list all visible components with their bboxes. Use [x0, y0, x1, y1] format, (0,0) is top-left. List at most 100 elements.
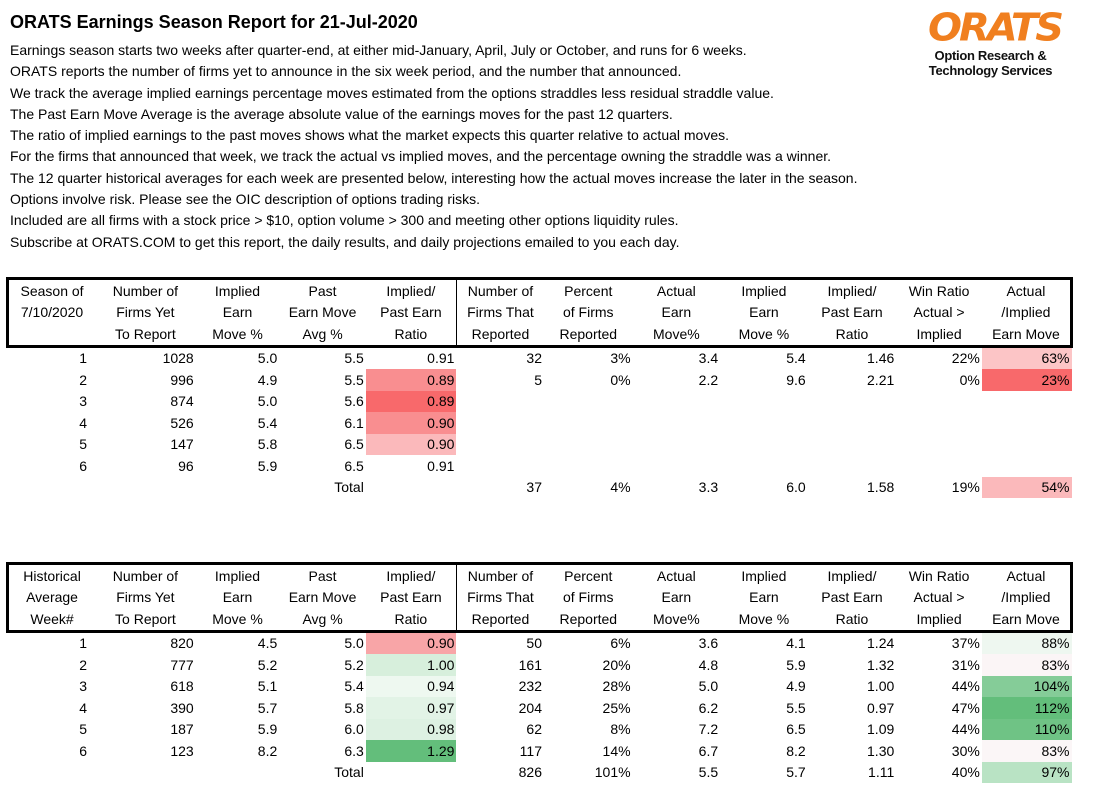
table-cell — [196, 762, 280, 784]
table-cell: 19% — [951, 479, 980, 496]
column-header: Earn — [661, 589, 692, 606]
table-cell: 826 — [518, 764, 542, 781]
table-cell: 3.4 — [698, 350, 719, 367]
table-cell: 5.5 — [344, 350, 364, 367]
table-cell: 1.09 — [867, 721, 895, 738]
table-row: 1 1028 5.0 5.5 0.91 32 3% 3.4 5.4 1.46 22% 63% — [8, 346, 1072, 369]
column-header: Implied/ — [365, 277, 457, 302]
column-header: Earn — [222, 304, 253, 321]
intro-line: Subscribe at ORATS.COM to get this repor… — [10, 233, 680, 250]
column-header: Past Earn — [821, 304, 883, 321]
table-cell: 110% — [981, 718, 1072, 740]
table-cell — [456, 455, 544, 477]
logo-tagline-2: Technology Services — [928, 63, 1053, 78]
table-cell: 1.29 — [365, 740, 457, 762]
column-header: of Firms — [562, 589, 614, 606]
table-cell — [720, 412, 808, 434]
intro-line: We track the average implied earnings pe… — [10, 84, 774, 101]
intro-line: Earnings season starts two weeks after q… — [10, 42, 747, 58]
table-cell — [633, 412, 721, 434]
column-header: Past Earn — [380, 304, 442, 321]
current-season-table: Season of Number of Implied Past Implied/Num… — [6, 277, 1073, 498]
column-header: Earn Move — [288, 304, 357, 321]
report-title: ORATS Earnings Season Report for 21-Jul-… — [10, 12, 418, 32]
column-header: Earn Move — [981, 608, 1073, 633]
column-header: Avg % — [279, 608, 366, 633]
table-cell: 777 — [170, 656, 194, 673]
table-cell: 0.91 — [365, 455, 457, 477]
column-header: Firms That — [455, 301, 544, 323]
column-header: Firms Yet — [116, 304, 175, 321]
table-cell: 44% — [951, 721, 980, 738]
table-cell: 6.0 — [786, 479, 806, 496]
table-cell — [896, 391, 982, 413]
table-cell: 1 — [79, 350, 88, 367]
table-cell — [981, 412, 1072, 434]
table-cell: 6.0 — [344, 721, 364, 738]
table-cell: 2 — [79, 371, 88, 388]
column-header: Earn — [749, 304, 779, 321]
table-cell — [456, 412, 544, 434]
table-cell: 0.97 — [365, 697, 457, 719]
table-cell — [456, 391, 544, 413]
column-header: Earn — [222, 589, 253, 606]
table-cell — [633, 455, 721, 477]
table-cell: 101% — [594, 764, 631, 781]
table-cell: 0% — [610, 371, 631, 388]
table-cell: 187 — [170, 721, 194, 738]
column-header: Firms Yet — [116, 589, 175, 606]
table-row: 6 123 8.2 6.3 1.29 117 14% 6.7 8.2 1.30 30% 83% — [8, 740, 1072, 762]
table-cell: 147 — [170, 436, 194, 453]
table-cell — [808, 391, 897, 413]
column-header: Move % — [195, 608, 280, 633]
table-cell: 5.4 — [257, 414, 278, 431]
table-cell: 31% — [951, 656, 980, 673]
table-cell: 4.5 — [257, 635, 278, 652]
column-header: Avg % — [279, 323, 366, 348]
table-cell — [544, 391, 633, 413]
column-header: Win Ratio — [896, 562, 982, 587]
table-cell: 23% — [981, 369, 1072, 391]
table-cell: 5.6 — [344, 393, 364, 410]
table-cell: 1.00 — [867, 678, 895, 695]
column-header: Past Earn — [380, 589, 442, 606]
table-cell: 20% — [602, 656, 631, 673]
table-row: 4 390 5.7 5.8 0.97 204 25% 6.2 5.5 0.97 47% 112% — [8, 697, 1072, 719]
table-cell: 820 — [170, 635, 194, 652]
column-header: Number of — [455, 277, 544, 302]
table-cell: 14% — [602, 742, 631, 759]
column-header: Number of — [95, 562, 196, 587]
table-cell: 1028 — [162, 350, 194, 367]
table-row: 2 777 5.2 5.2 1.00 161 20% 4.8 5.9 1.32 31% 83% — [8, 654, 1072, 676]
table-cell: 390 — [170, 699, 194, 716]
table-cell — [365, 476, 457, 498]
column-header: Actual — [981, 562, 1073, 587]
table-cell: 5.2 — [344, 656, 364, 673]
table-cell: 6.5 — [344, 436, 364, 453]
table-cell: 62 — [526, 721, 542, 738]
table-cell: 5.1 — [257, 678, 278, 695]
table-cell: 5.9 — [257, 457, 278, 474]
table-cell — [896, 434, 982, 456]
table-cell: 1.30 — [867, 742, 895, 759]
table-cell: 5.0 — [257, 350, 278, 367]
column-header: Earn Move — [981, 323, 1073, 348]
column-header: Reported — [543, 323, 633, 348]
column-header: Percent — [543, 562, 633, 587]
table-cell: 3.6 — [698, 635, 719, 652]
table-cell: 1.00 — [365, 654, 457, 676]
table-cell: 2.21 — [867, 371, 895, 388]
column-header: Move % — [195, 323, 280, 348]
orats-logo-mark: ORATS — [928, 6, 1064, 50]
table-cell — [95, 762, 196, 784]
table-cell: 0.90 — [365, 631, 457, 654]
table-cell: 1 — [79, 635, 88, 652]
column-header: 7/10/2020 — [6, 301, 96, 323]
table-cell: 32 — [526, 350, 542, 367]
column-header: Ratio — [365, 608, 457, 633]
table-cell: 1.58 — [867, 479, 895, 496]
table-cell — [95, 477, 196, 499]
intro-line: The Past Earn Move Average is the averag… — [10, 105, 673, 122]
column-header: Implied — [896, 608, 982, 633]
table-cell: 117 — [519, 742, 542, 759]
